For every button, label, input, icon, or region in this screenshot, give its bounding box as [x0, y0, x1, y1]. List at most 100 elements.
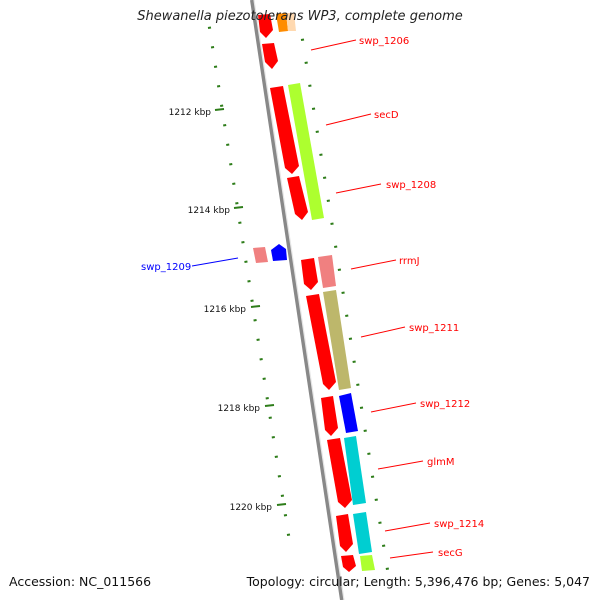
gene-label[interactable]: swp_1208 — [386, 180, 436, 191]
gene-swp_1206-class[interactable] — [276, 13, 288, 32]
scale-tick — [214, 108, 225, 111]
backbone-line — [250, 0, 344, 600]
gc-tick — [345, 314, 349, 317]
gene-label[interactable]: secG — [438, 548, 463, 559]
gc-tick — [277, 475, 282, 478]
scale-label: 1216 kbp — [204, 305, 247, 315]
gc-tick — [341, 291, 345, 294]
gc-tick — [253, 319, 257, 322]
gc-tick — [226, 143, 230, 146]
gc-tick — [216, 85, 221, 88]
gene-label[interactable]: glmM — [427, 457, 455, 468]
scale-tick — [276, 503, 287, 506]
gene-swp_1211-class[interactable] — [323, 290, 351, 390]
gc-tick — [213, 65, 218, 68]
gc-tick — [232, 182, 236, 185]
gene-secG-class[interactable] — [360, 555, 375, 571]
gene-label[interactable]: swp_1214 — [434, 519, 484, 530]
gene-swp_1211-cds[interactable] — [306, 294, 336, 390]
gene-secD-cds[interactable] — [270, 86, 299, 174]
gc-tick — [337, 268, 342, 271]
gc-tick — [229, 163, 233, 166]
gc-tick — [300, 38, 305, 41]
gene-rrmJ-class[interactable] — [318, 255, 336, 288]
gc-tick — [359, 406, 364, 409]
gene-swp_1206-cds[interactable] — [258, 14, 273, 38]
scale-label: 1220 kbp — [230, 503, 273, 513]
gene-secD-class[interactable] — [288, 83, 324, 220]
gc-ticks-right — [300, 38, 390, 570]
gc-tick — [363, 429, 367, 432]
label-leaders — [191, 39, 434, 559]
gene-label[interactable]: swp_1212 — [420, 399, 470, 410]
gc-tick — [308, 84, 312, 87]
gene-swp_1209-class[interactable] — [271, 244, 287, 261]
gc-tick — [271, 436, 275, 439]
gc-tick — [238, 221, 242, 224]
gc-tick — [280, 494, 285, 497]
leader-secG — [389, 551, 434, 559]
gene-swp_1214-cds[interactable] — [336, 514, 353, 552]
gene-label[interactable]: rrmJ — [399, 256, 420, 267]
map-title: Shewanella piezotolerans WP3, complete g… — [137, 9, 463, 24]
gene-label[interactable]: swp_1209 — [141, 262, 191, 273]
gc-tick — [367, 452, 371, 455]
gene-labels: swp_1206 secD swp_1208 swp_1209 rrmJ swp… — [141, 36, 484, 559]
gc-tick — [334, 245, 338, 248]
gene-rrmJ-cds[interactable] — [301, 258, 318, 290]
gc-tick — [256, 338, 260, 341]
gene-label[interactable]: swp_1206 — [359, 36, 409, 47]
scale-tick — [264, 404, 275, 407]
gene-glmM-cds[interactable] — [327, 438, 352, 508]
leader-secD — [325, 113, 372, 126]
leader-rrmJ — [350, 259, 397, 270]
gc-tick — [259, 358, 263, 361]
gc-tick — [223, 124, 227, 127]
gene-label[interactable]: swp_1211 — [409, 323, 459, 334]
scale-tick — [250, 305, 261, 308]
gc-tick — [385, 567, 390, 570]
gc-tick — [250, 299, 254, 302]
gc-tick — [283, 514, 288, 517]
gc-tick — [210, 46, 215, 49]
scale-tick — [233, 206, 244, 209]
gc-tick — [268, 416, 272, 419]
gc-tick — [319, 153, 323, 156]
gc-tick — [322, 176, 327, 179]
gc-tick — [330, 222, 334, 225]
gene-swp_1209-shade[interactable] — [253, 247, 268, 263]
genome-info-text: Topology: circular; Length: 5,396,476 bp… — [246, 574, 590, 589]
gc-tick — [381, 544, 386, 547]
gene-swp_1212-cds[interactable] — [321, 396, 338, 436]
gc-tick — [326, 199, 330, 202]
gc-tick — [378, 521, 382, 524]
scale-label: 1218 kbp — [218, 404, 261, 414]
gc-tick — [207, 26, 212, 29]
gene-swp_1206b-cds[interactable] — [262, 43, 278, 69]
gc-tick — [311, 107, 316, 110]
gene-label[interactable]: secD — [374, 110, 399, 121]
gc-ticks-left — [207, 26, 291, 536]
gc-tick — [219, 104, 224, 107]
backbone-highlight — [253, 0, 345, 600]
gene-swp_1206-shade — [286, 13, 296, 31]
leader-swp_1206 — [310, 39, 357, 51]
leader-swp_1212 — [370, 402, 417, 413]
gene-swp_1212-class[interactable] — [339, 393, 358, 433]
gc-tick — [241, 241, 245, 244]
gc-tick — [370, 475, 375, 478]
scale-label: 1214 kbp — [188, 206, 231, 216]
gene-glmM-class[interactable] — [344, 436, 366, 505]
gene-swp_1214-class[interactable] — [353, 512, 372, 554]
gc-tick — [235, 202, 239, 205]
gc-tick — [286, 533, 291, 536]
gene-swp_1208-cds[interactable] — [287, 176, 308, 220]
leader-swp_1208 — [335, 183, 382, 194]
gc-tick — [315, 130, 319, 133]
leader-glmM — [377, 460, 424, 470]
gc-tick — [356, 383, 360, 386]
gc-tick — [274, 455, 278, 458]
gene-secG-cds[interactable] — [341, 555, 356, 572]
gc-tick — [262, 377, 266, 380]
